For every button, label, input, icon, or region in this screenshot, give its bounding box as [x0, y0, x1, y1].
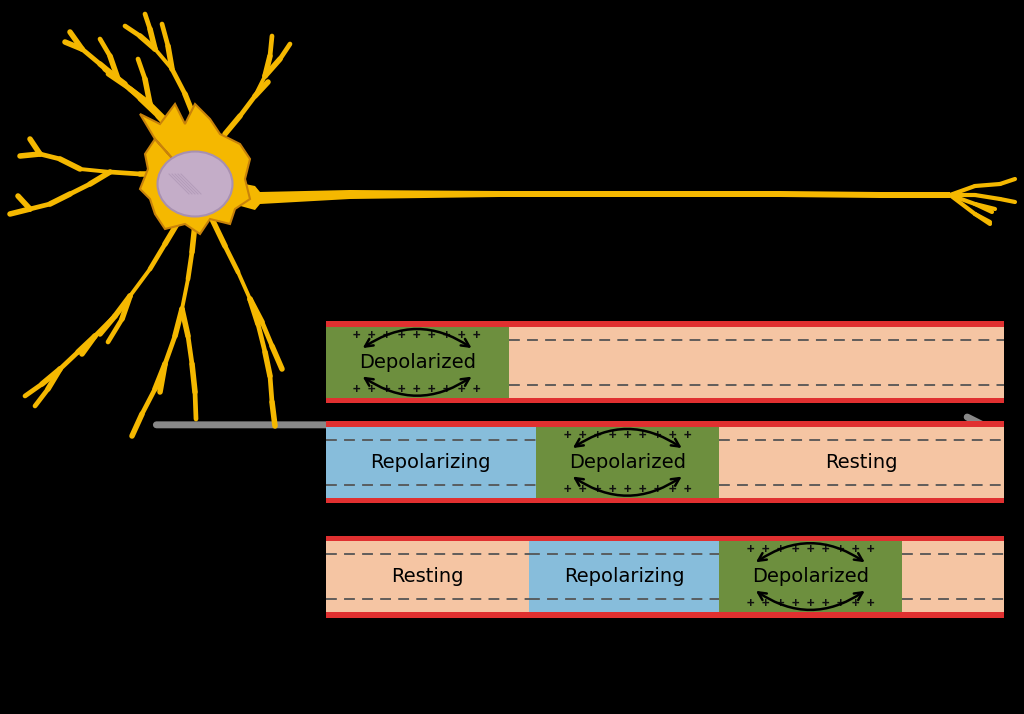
Text: + + + + + + + + +: + + + + + + + + + [563, 483, 691, 496]
Bar [326, 541, 529, 612]
Bar [719, 541, 902, 612]
Text: Depolarized: Depolarized [568, 453, 686, 472]
Text: Repolarizing: Repolarizing [371, 453, 490, 472]
Text: + + + + + + + + +: + + + + + + + + + [353, 329, 481, 342]
Bar [509, 327, 1004, 398]
Text: Resting: Resting [391, 567, 464, 586]
Text: + + + + + + + + +: + + + + + + + + + [746, 597, 874, 610]
Polygon shape [215, 179, 260, 210]
Bar [902, 541, 1004, 612]
Text: Resting: Resting [825, 453, 897, 472]
Bar [326, 427, 536, 498]
Text: + + + + + + + + +: + + + + + + + + + [563, 429, 691, 442]
Bar [326, 327, 509, 398]
Polygon shape [140, 104, 250, 234]
Bar [529, 541, 719, 612]
Bar [326, 498, 1004, 503]
Bar [326, 421, 1004, 427]
Text: Depolarized: Depolarized [752, 567, 868, 586]
Text: + + + + + + + + +: + + + + + + + + + [746, 543, 874, 556]
Text: Depolarized: Depolarized [358, 353, 475, 372]
Bar [536, 427, 719, 498]
Bar [326, 612, 1004, 618]
Text: Repolarizing: Repolarizing [563, 567, 684, 586]
Bar [326, 536, 1004, 541]
Ellipse shape [158, 151, 232, 216]
Text: + + + + + + + + +: + + + + + + + + + [353, 383, 481, 396]
Bar [326, 321, 1004, 327]
Bar [719, 427, 1004, 498]
Polygon shape [230, 190, 950, 206]
Bar [326, 398, 1004, 403]
